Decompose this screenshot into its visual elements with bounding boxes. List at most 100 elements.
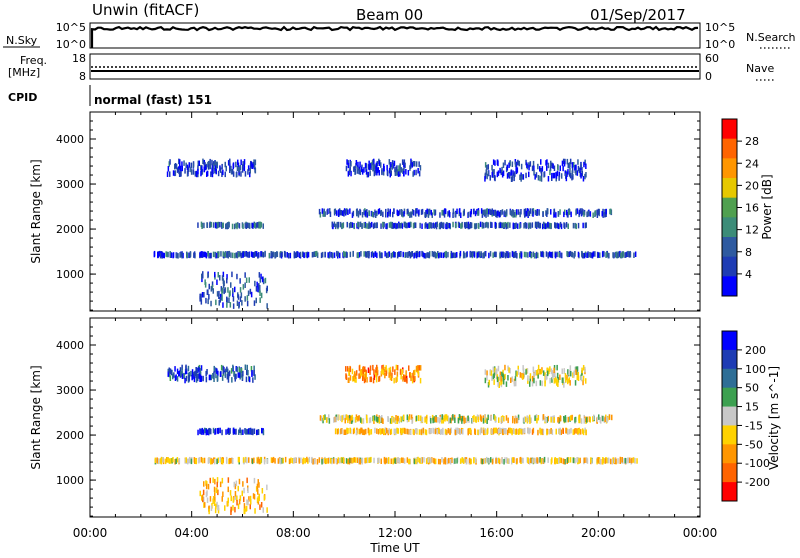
echo-cell: [347, 162, 350, 169]
echo-cell: [254, 251, 256, 257]
echo-cell: [253, 365, 255, 372]
echo-cell: [358, 428, 360, 435]
echo-cell: [182, 252, 184, 259]
echo-cell: [480, 251, 482, 257]
echo-cell: [357, 165, 359, 171]
echo-cell: [271, 252, 273, 258]
echo-cell: [167, 251, 169, 258]
echo-cell: [467, 415, 469, 421]
echo-cell: [487, 208, 490, 215]
colorbar-tick-label: 200: [745, 344, 766, 357]
echo-cell: [435, 417, 438, 423]
echo-cell: [490, 415, 492, 421]
echo-cell: [201, 251, 203, 257]
echo-cell: [432, 222, 435, 229]
echo-cell: [559, 415, 562, 422]
echo-cell: [521, 457, 524, 464]
echo-cell: [568, 369, 570, 376]
echo-cell: [225, 223, 227, 229]
echo-cell: [415, 252, 418, 259]
echo-cell: [569, 365, 572, 371]
cpid-label: CPID: [8, 91, 37, 104]
colorbar-cell: [722, 387, 737, 408]
echo-cell: [238, 167, 240, 173]
echo-cell: [484, 428, 487, 434]
echo-cell: [454, 252, 456, 259]
echo-cell: [217, 370, 219, 377]
echo-cell: [449, 429, 451, 435]
echo-cell: [529, 223, 532, 229]
echo-cell: [394, 429, 397, 436]
echo-cell: [408, 251, 410, 257]
echo-cell: [445, 223, 447, 230]
echo-cell: [478, 251, 480, 257]
echo-cell: [199, 490, 201, 497]
echo-cell: [195, 458, 197, 465]
echo-cell: [214, 271, 216, 278]
echo-cell: [284, 456, 287, 463]
echo-cell: [540, 171, 543, 177]
echo-cell: [203, 166, 206, 173]
echo-cell: [385, 223, 387, 229]
echo-cell: [400, 373, 402, 380]
echo-cell: [366, 417, 368, 424]
echo-cell: [201, 276, 203, 283]
echo-cell: [528, 222, 530, 228]
echo-cell: [427, 252, 430, 259]
echo-cell: [366, 212, 369, 218]
echo-cell: [204, 282, 207, 288]
echo-cell: [385, 365, 387, 371]
echo-cell: [238, 478, 241, 485]
echo-cell: [237, 162, 240, 168]
echo-cell: [497, 381, 499, 387]
echo-cell: [201, 494, 204, 500]
echo-cell: [229, 167, 231, 173]
echo-cell: [593, 414, 595, 421]
echo-cell: [604, 416, 606, 422]
echo-cell: [293, 252, 296, 259]
echo-cell: [375, 212, 377, 218]
echo-cell: [510, 377, 512, 383]
echo-cell: [507, 252, 509, 259]
echo-cell: [391, 164, 393, 170]
echo-cell: [342, 457, 345, 463]
echo-cell: [411, 251, 414, 257]
echo-cell: [230, 495, 232, 502]
echo-cell: [376, 210, 378, 217]
echo-cell: [558, 251, 560, 258]
beam-title: Beam 00: [356, 6, 423, 24]
echo-cell: [252, 377, 254, 383]
echo-cell: [590, 252, 592, 258]
echo-cell: [572, 429, 574, 435]
echo-cell: [441, 414, 444, 420]
echo-cell: [408, 429, 410, 435]
echo-cell: [561, 160, 564, 167]
echo-cell: [189, 456, 191, 463]
echo-cell: [242, 429, 244, 435]
echo-cell: [299, 251, 302, 258]
echo-cell: [419, 165, 422, 171]
echo-cell: [496, 457, 498, 464]
echo-cell: [235, 222, 237, 229]
echo-cell: [243, 165, 246, 172]
echo-cell: [392, 211, 394, 218]
echo-cell: [190, 166, 192, 173]
echo-cell: [320, 415, 323, 422]
echo-cell: [582, 176, 585, 182]
echo-cell: [224, 171, 226, 178]
echo-cell: [239, 287, 242, 293]
echo-cell: [504, 428, 507, 434]
echo-cell: [544, 223, 547, 230]
echo-cell: [170, 458, 172, 464]
colorbar-cell: [722, 406, 737, 426]
echo-cell: [222, 251, 224, 257]
echo-cell: [498, 458, 501, 465]
nsky-left-tick-bottom: 10^0: [56, 38, 86, 51]
echo-cell: [314, 251, 316, 257]
echo-cell: [442, 210, 445, 216]
echo-cell: [240, 292, 243, 298]
echo-cell: [348, 367, 350, 374]
echo-cell: [239, 495, 242, 501]
echo-cell: [410, 221, 412, 228]
echo-cell: [214, 428, 217, 435]
